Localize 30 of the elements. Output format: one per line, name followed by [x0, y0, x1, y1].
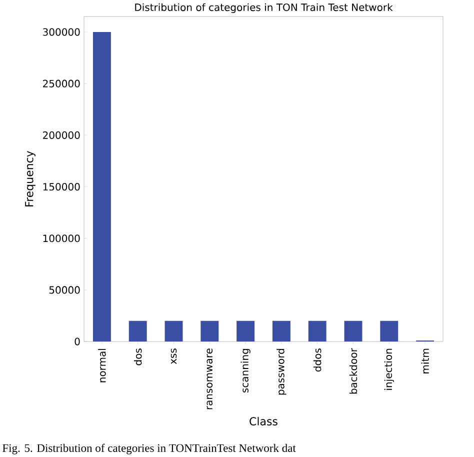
bar [164, 321, 183, 342]
x-tick-label: dos [134, 348, 142, 366]
y-tick-label: 50000 [49, 286, 80, 294]
y-tick-label: 200000 [43, 132, 80, 140]
bar [92, 32, 111, 342]
x-tick-label: backdoor [349, 348, 358, 394]
x-tick-label: ddos [313, 348, 322, 372]
bar [236, 321, 255, 342]
x-tick-label: ransomware [206, 348, 213, 410]
y-tick-label: 0 [74, 338, 80, 346]
bar [308, 321, 326, 342]
x-tick-label: mitm [421, 349, 429, 374]
y-tick-label: 300000 [43, 28, 80, 36]
x-tick-label: scanning [240, 349, 250, 393]
bar [380, 321, 398, 342]
chart-title: Distribution of categories in TON Train Test Network [135, 4, 393, 14]
x-tick-label: xss [170, 348, 177, 364]
bar [128, 321, 147, 342]
bar [200, 321, 219, 342]
y-axis-title: Frequency [25, 151, 36, 207]
caption: Fig. 5. Distribution of categories in TONTrainTest Network dat [2, 444, 296, 455]
x-tick-label: normal [98, 349, 106, 382]
y-tick-label: 100000 [43, 234, 80, 242]
y-tick-label: 250000 [43, 80, 80, 88]
bar [344, 321, 362, 342]
x-tick-label: password [276, 349, 286, 395]
bar [272, 321, 290, 342]
y-tick-label: 150000 [43, 183, 80, 191]
x-tick-label: injection [384, 349, 394, 390]
x-axis-title: Class [250, 417, 278, 426]
